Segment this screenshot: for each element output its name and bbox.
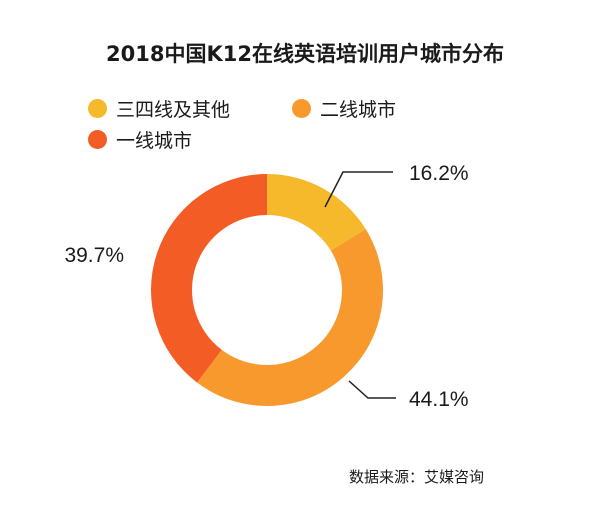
data-label-tier2: 44.1%: [409, 388, 469, 411]
legend-label-tier1: 一线城市: [116, 130, 193, 152]
legend-item-tier2: 二线城市: [292, 95, 396, 122]
legend-item-tier1: 一线城市: [88, 126, 192, 153]
data-label-tier3: 16.2%: [409, 162, 469, 185]
legend-swatch-tier3: [88, 99, 107, 118]
data-label-tier1: 39.7%: [64, 244, 124, 267]
data-source-note: 数据来源：艾媒咨询: [348, 468, 484, 486]
slice-tier2: [197, 229, 383, 407]
legend-label-tier3: 三四线及其他: [116, 99, 231, 121]
legend-swatch-tier2: [292, 99, 311, 118]
chart-title: 2018中国K12在线英语培训用户城市分布: [106, 42, 504, 66]
legend-label-tier2: 二线城市: [320, 99, 397, 121]
slice-tier3: [267, 174, 366, 251]
legend-swatch-tier1: [88, 130, 107, 149]
legend-item-tier3: 三四线及其他: [88, 95, 230, 122]
leader-line-tier2: [348, 380, 396, 399]
leader-line-tier3: [324, 171, 393, 208]
slice-tier1: [150, 174, 267, 383]
